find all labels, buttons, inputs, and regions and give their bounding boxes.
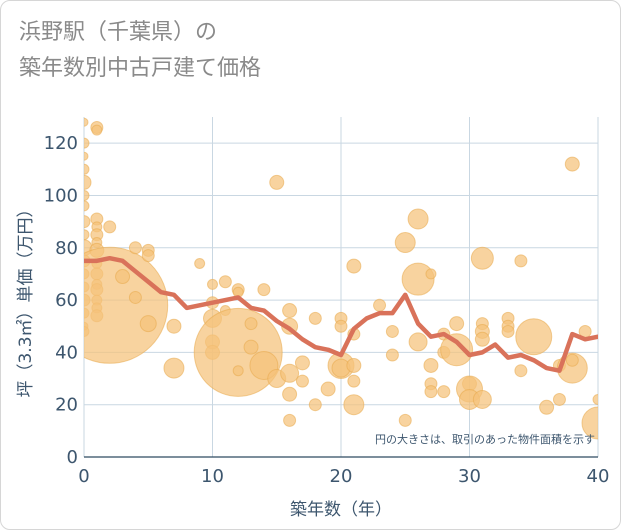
bubble-point (373, 298, 387, 312)
bubble-point (564, 156, 580, 172)
x-tick-label: 20 (330, 466, 353, 487)
bubble-point (244, 317, 258, 331)
bubble-point (385, 348, 399, 362)
bubble-point (194, 257, 206, 269)
bubble-point (320, 381, 336, 397)
bubble-point (283, 413, 297, 427)
bubble-point (84, 163, 90, 175)
x-tick-label: 40 (587, 466, 610, 487)
bubble-point (408, 332, 428, 352)
bubble-point (581, 406, 598, 440)
bubble-point (424, 385, 438, 399)
y-tick-label: 100 (44, 185, 78, 206)
bubble-point (141, 249, 155, 263)
bubble-point (282, 303, 298, 319)
chart-title: 浜野駅（千葉県）の 築年数別中古戸建て価格 (19, 15, 261, 87)
bubble-point (592, 393, 598, 405)
bubble-point (128, 290, 142, 304)
bubble-point (394, 232, 416, 254)
y-tick-label: 80 (55, 238, 78, 259)
x-axis-label: 築年数（年） (290, 500, 392, 520)
bubble-point (280, 363, 300, 383)
bubble-point (308, 398, 322, 412)
bubble-point (347, 374, 361, 388)
bubble-point (84, 215, 91, 229)
x-tick-label: 10 (201, 466, 224, 487)
bubble-point (308, 311, 322, 325)
title-line-1: 浜野駅（千葉県）の (19, 20, 218, 45)
bubble-point (407, 208, 429, 230)
trend-line (84, 255, 598, 373)
bubble-size-note: 円の大きさは、取引のあった物件面積を示す (375, 432, 595, 446)
y-tick-label: 40 (55, 342, 78, 363)
bubble-point (425, 268, 437, 280)
bubble-point (515, 318, 553, 356)
bubble-point (539, 399, 555, 415)
bubble-point (139, 315, 157, 333)
bubble-point (218, 275, 232, 289)
y-tick-label: 20 (55, 395, 78, 416)
bubble-point (565, 353, 579, 367)
bubble-point (207, 278, 218, 290)
bubble-point (282, 386, 298, 402)
bubble-point (423, 357, 439, 373)
bubble-point (103, 220, 117, 234)
bubble-point (449, 316, 465, 332)
bubble-point (385, 324, 399, 338)
bubble-point (163, 357, 185, 379)
y-axis-label: 坪（3.3㎡）単価（万円） (16, 200, 36, 397)
bubble-point (514, 254, 528, 268)
bubble-point (334, 319, 348, 333)
bubble-point (470, 246, 494, 270)
trend-series (84, 255, 598, 373)
bubble-point (440, 333, 474, 367)
bubble-point (346, 357, 362, 373)
bubble-point (257, 283, 271, 297)
bubble-point (295, 374, 309, 388)
bubble-point (84, 200, 90, 212)
title-line-2: 築年数別中古戸建て価格 (19, 56, 262, 81)
axes: 0 20 40 60 80 100 120 0 10 20 30 40 (44, 133, 610, 487)
bubble-point (269, 174, 285, 190)
bubble-point (84, 137, 90, 149)
bubble-point (128, 241, 142, 255)
bubble-point (501, 324, 515, 338)
bubble-point (343, 394, 365, 416)
bubble-point (472, 389, 492, 409)
bubble-point (232, 365, 244, 377)
y-tick-label: 120 (44, 133, 78, 154)
bubble-point (398, 413, 412, 427)
bubble-series (84, 117, 598, 440)
y-tick-label: 60 (55, 290, 78, 311)
bubble-point (84, 229, 90, 241)
y-tick-label: 0 (67, 447, 78, 468)
x-tick-label: 30 (458, 466, 481, 487)
bubble-point (84, 246, 169, 364)
bubble-point (84, 117, 89, 127)
bubble-point (91, 124, 103, 136)
bubble-point (115, 269, 131, 285)
bubble-point (84, 174, 92, 190)
bubble-point (474, 331, 490, 347)
bubble-point (84, 189, 90, 201)
bubble-point (552, 392, 566, 406)
bubble-point (346, 258, 362, 274)
bubble-point (166, 318, 182, 334)
bubble-point (243, 339, 259, 355)
x-tick-label: 0 (78, 466, 89, 487)
bubble-point (294, 355, 310, 371)
bubble-point (437, 385, 451, 399)
bubble-point (84, 151, 89, 161)
bubble-point (514, 364, 528, 378)
bubble-point (401, 262, 435, 296)
